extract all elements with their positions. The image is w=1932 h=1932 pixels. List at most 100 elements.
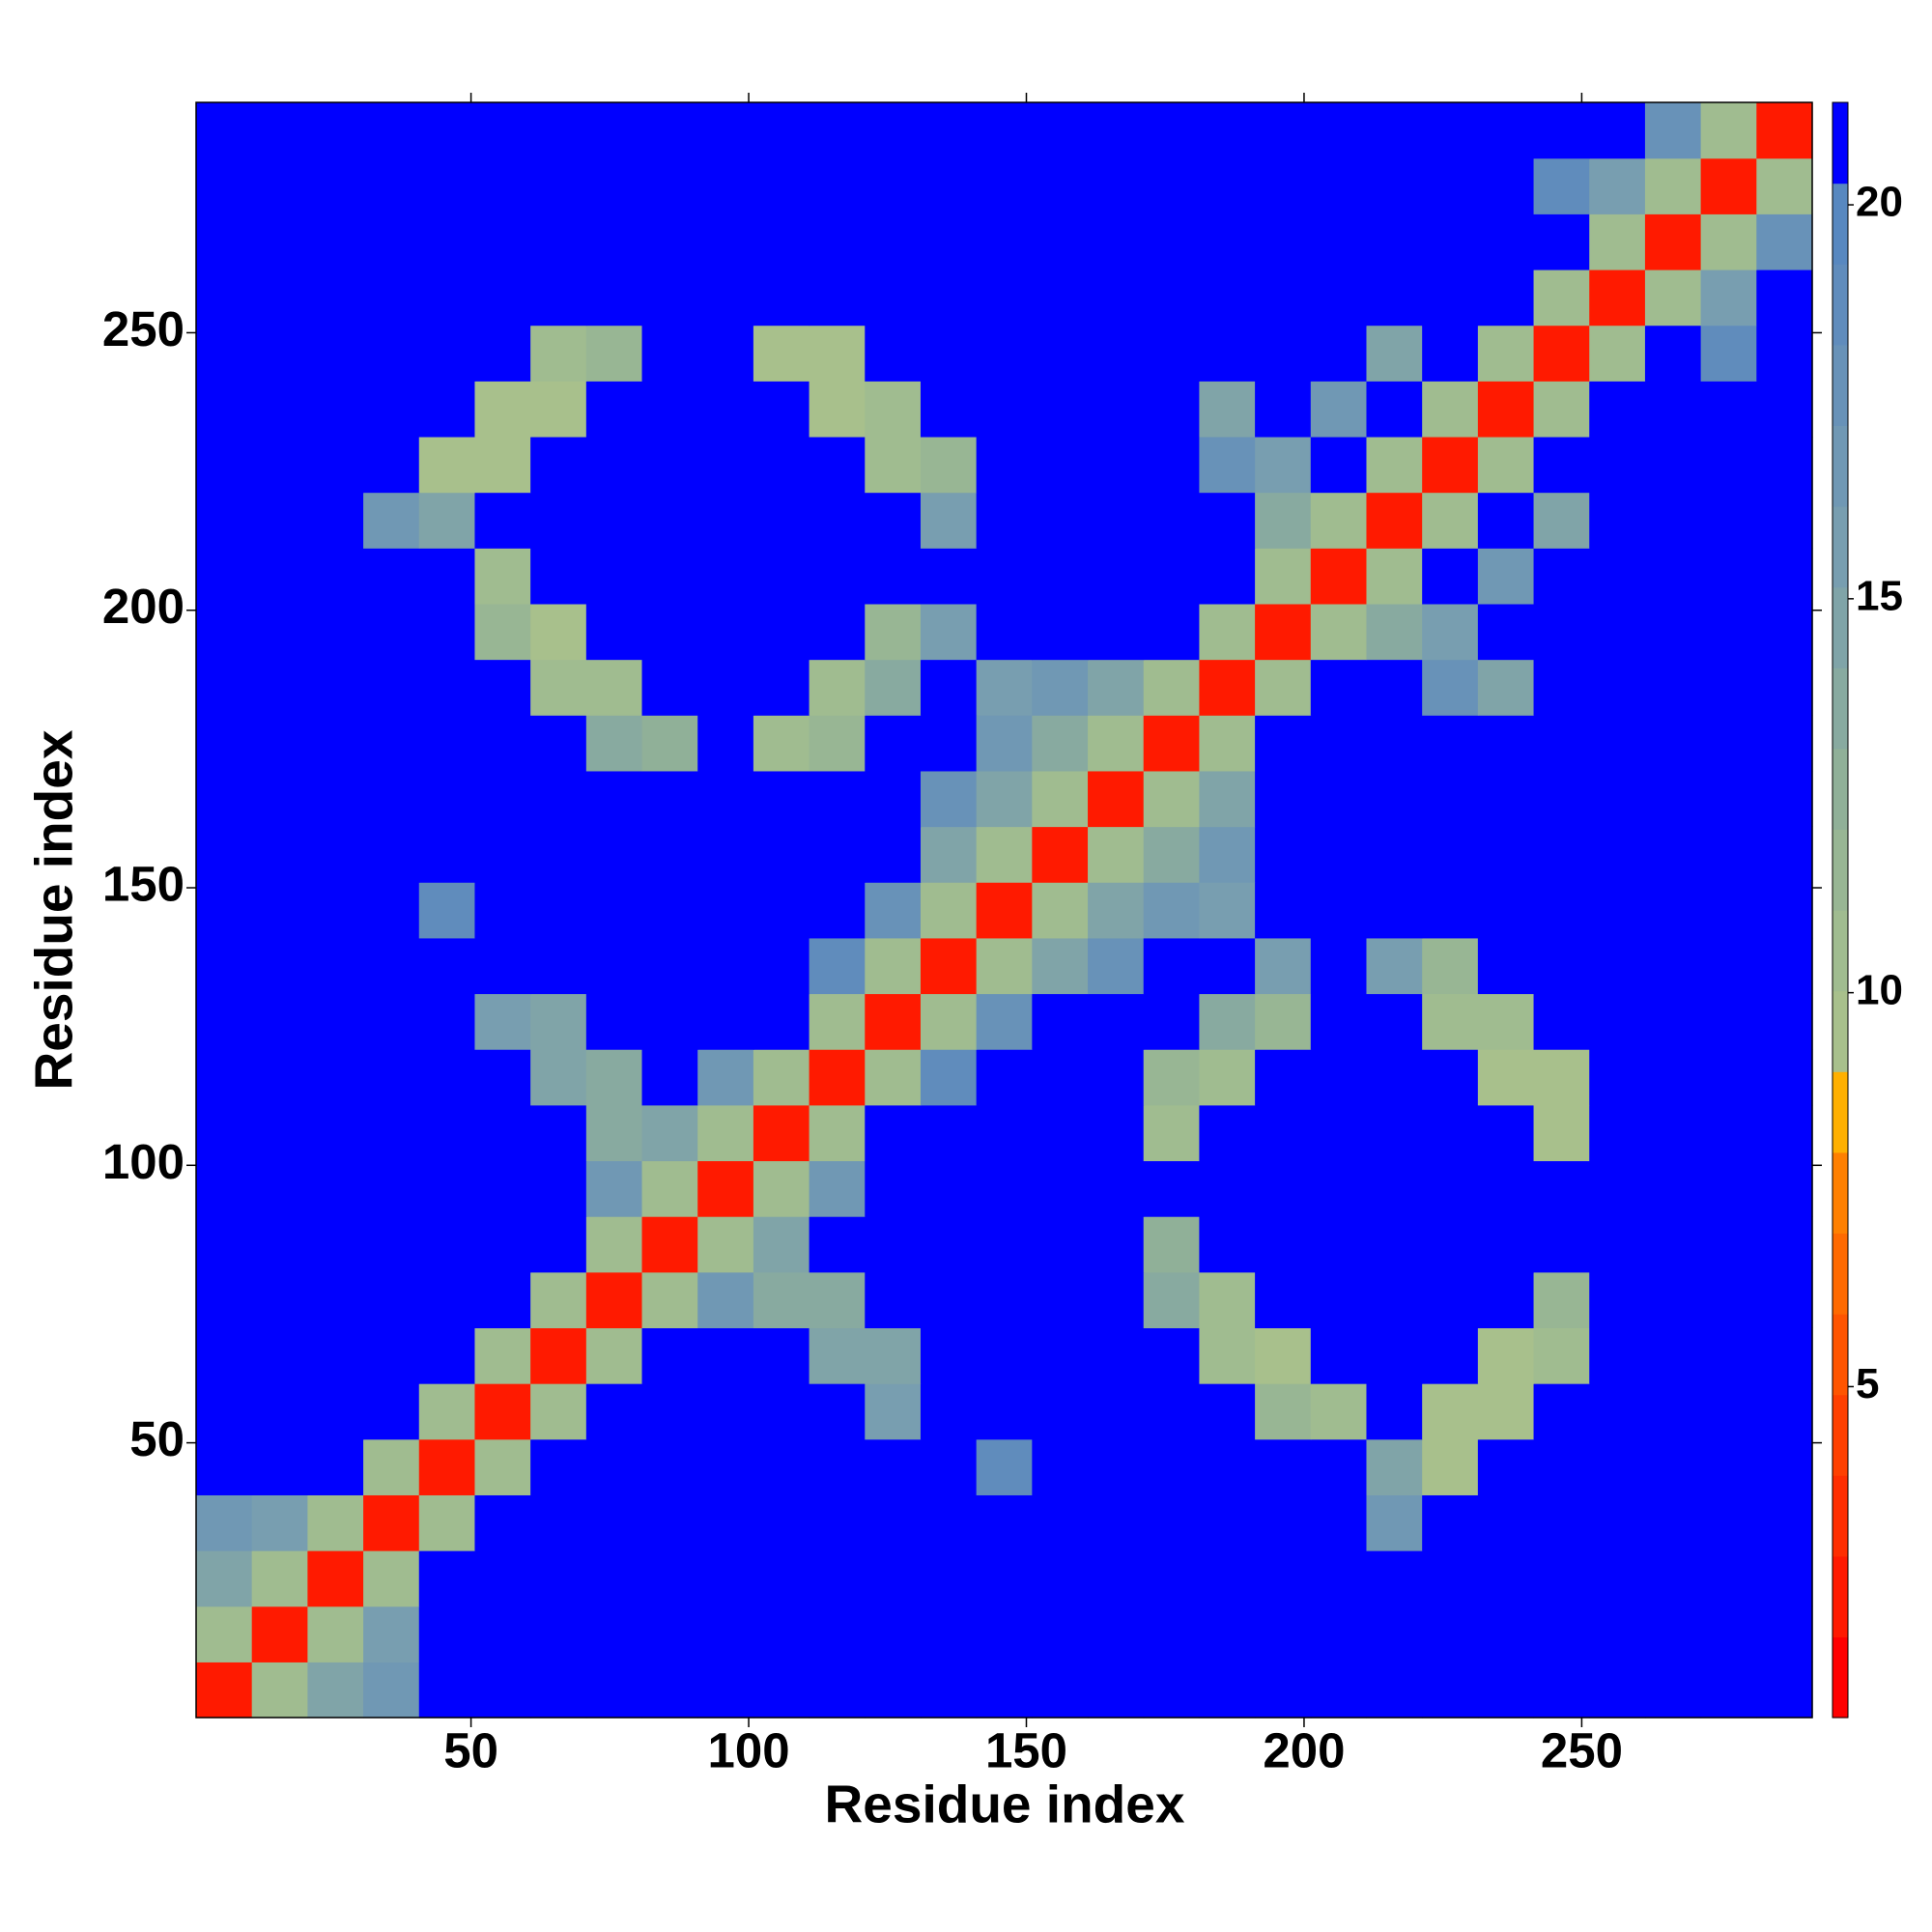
- heatmap-cell: [1422, 770, 1479, 828]
- heatmap-cell: [196, 492, 253, 549]
- heatmap-cell: [1644, 1049, 1702, 1106]
- heatmap-cell: [865, 1605, 922, 1662]
- heatmap-cell: [753, 1049, 810, 1106]
- heatmap-cell: [1199, 1662, 1256, 1719]
- heatmap-cell: [1199, 1160, 1256, 1217]
- heatmap-cell: [251, 102, 308, 159]
- heatmap-cell: [1422, 436, 1479, 494]
- heatmap-cell: [1088, 1383, 1145, 1440]
- heatmap-cell: [1589, 1494, 1646, 1551]
- heatmap-cell: [1533, 1550, 1590, 1607]
- heatmap-cell: [1199, 436, 1256, 494]
- heatmap-cell: [1366, 993, 1423, 1050]
- heatmap-cell: [196, 715, 253, 772]
- heatmap-cell: [1756, 325, 1813, 382]
- heatmap-cell: [1700, 882, 1757, 939]
- heatmap-cell: [1589, 770, 1646, 828]
- heatmap-cell: [809, 1662, 866, 1719]
- heatmap-cell: [1644, 157, 1702, 214]
- y-tick-label: 200: [102, 579, 185, 634]
- heatmap-cell: [753, 1327, 810, 1384]
- heatmap-cell: [641, 1662, 698, 1719]
- heatmap-cell: [251, 1383, 308, 1440]
- heatmap-cell: [1589, 269, 1646, 327]
- heatmap-cell: [585, 937, 643, 995]
- heatmap-cell: [530, 1438, 587, 1495]
- heatmap-cell: [1533, 102, 1590, 159]
- heatmap-cell: [1477, 1605, 1535, 1662]
- heatmap-cell: [697, 1662, 754, 1719]
- heatmap-cell: [1366, 157, 1423, 214]
- heatmap-cell: [418, 603, 476, 661]
- heatmap-cell: [641, 1271, 698, 1329]
- colorbar-band: [1833, 1151, 1848, 1234]
- heatmap-cell: [474, 492, 531, 549]
- heatmap-cell: [1255, 826, 1312, 883]
- heatmap-cell: [920, 102, 978, 159]
- heatmap-cell: [1310, 1605, 1368, 1662]
- heatmap-cell: [1366, 826, 1423, 883]
- heatmap-cell: [697, 1438, 754, 1495]
- heatmap-cell: [1255, 993, 1312, 1050]
- heatmap-cell: [307, 325, 364, 382]
- heatmap-cell: [1700, 603, 1757, 661]
- heatmap-cell: [1032, 1662, 1089, 1719]
- heatmap-cell: [920, 882, 978, 939]
- heatmap-cell: [585, 993, 643, 1050]
- heatmap-cell: [1199, 1550, 1256, 1607]
- heatmap-cell: [1533, 826, 1590, 883]
- heatmap-cell: [1143, 1271, 1201, 1329]
- heatmap-cell: [976, 1327, 1033, 1384]
- heatmap-cell: [753, 1605, 810, 1662]
- heatmap-cell: [418, 1271, 476, 1329]
- heatmap-cell: [1644, 1438, 1702, 1495]
- heatmap-cell: [363, 659, 420, 716]
- heatmap-cell: [1422, 603, 1479, 661]
- heatmap-cell: [1533, 548, 1590, 605]
- heatmap-cell: [418, 1216, 476, 1273]
- heatmap-cell: [1032, 1216, 1089, 1273]
- heatmap-cell: [1143, 1216, 1201, 1273]
- heatmap-cell: [363, 548, 420, 605]
- heatmap-cell: [307, 436, 364, 494]
- heatmap-cell: [1366, 659, 1423, 716]
- heatmap-cell: [585, 882, 643, 939]
- heatmap-cell: [1477, 492, 1535, 549]
- heatmap-cell: [307, 1494, 364, 1551]
- heatmap-cell: [697, 993, 754, 1050]
- heatmap-cell: [474, 1550, 531, 1607]
- heatmap-cell: [196, 1605, 253, 1662]
- heatmap-cell: [307, 882, 364, 939]
- heatmap-cell: [1589, 937, 1646, 995]
- heatmap-cell: [1756, 1216, 1813, 1273]
- heatmap-cell: [1422, 1104, 1479, 1162]
- heatmap-cell: [1032, 1438, 1089, 1495]
- heatmap-cell: [1032, 1383, 1089, 1440]
- heatmap-cell: [1477, 1271, 1535, 1329]
- heatmap-cell: [1700, 1383, 1757, 1440]
- heatmap-cell: [363, 882, 420, 939]
- heatmap-cell: [1199, 381, 1256, 438]
- heatmap-cell: [474, 1494, 531, 1551]
- heatmap-cell: [865, 1494, 922, 1551]
- heatmap-cell: [1255, 659, 1312, 716]
- heatmap-cell: [976, 1383, 1033, 1440]
- heatmap-cell: [1422, 715, 1479, 772]
- heatmap-cell: [1422, 548, 1479, 605]
- heatmap-cell: [641, 1438, 698, 1495]
- heatmap-cell: [1533, 1327, 1590, 1384]
- heatmap-cell: [363, 1271, 420, 1329]
- colorbar-band: [1833, 748, 1848, 830]
- heatmap-cell: [474, 213, 531, 270]
- heatmap-cell: [307, 269, 364, 327]
- colorbar-band: [1833, 425, 1848, 507]
- y-tick-label: 100: [102, 1134, 185, 1189]
- heatmap-cell: [585, 1662, 643, 1719]
- heatmap-cell: [1700, 213, 1757, 270]
- heatmap-cell: [1255, 1438, 1312, 1495]
- heatmap-cell: [1644, 770, 1702, 828]
- heatmap-cell: [1700, 715, 1757, 772]
- heatmap-cell: [1255, 1327, 1312, 1384]
- heatmap-cell: [1700, 1438, 1757, 1495]
- heatmap-cell: [1199, 1438, 1256, 1495]
